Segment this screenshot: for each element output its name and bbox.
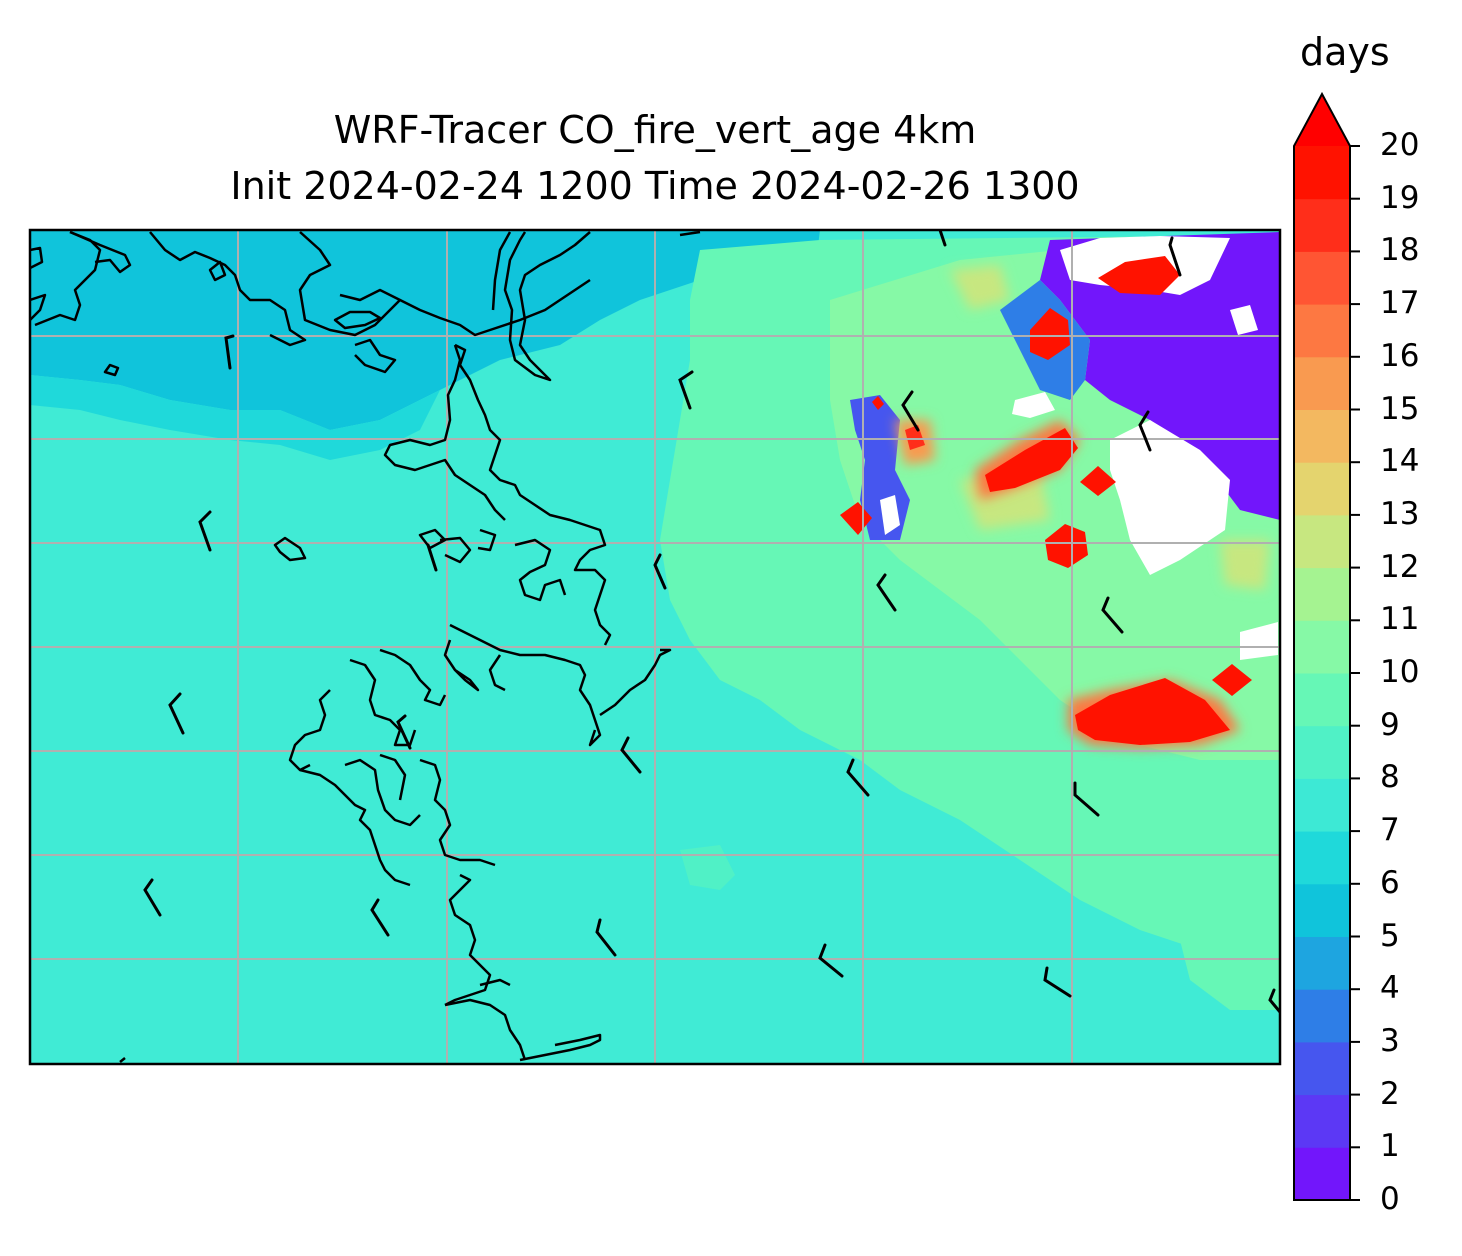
colorbar-tick-label: 17 — [1380, 285, 1420, 322]
fire-plume-mid — [1045, 524, 1088, 568]
field-green-south-patch2 — [1180, 930, 1280, 1010]
colorbar-segment — [1294, 1041, 1350, 1096]
map-title-line1: WRF-Tracer CO_fire_vert_age 4km — [333, 108, 977, 152]
field-yellow-patches — [950, 265, 1270, 590]
field-white-patch-4 — [1230, 305, 1258, 335]
colorbar-tick-label: 9 — [1380, 706, 1400, 743]
fire-plume-central — [985, 428, 1078, 492]
field-green-south-patch — [680, 845, 735, 890]
colorbar — [1293, 91, 1360, 1201]
colorbar-label: days — [1300, 30, 1390, 74]
field-white-patch-2 — [1110, 420, 1230, 575]
colorbar-segment — [1294, 936, 1350, 990]
colorbar-tick-label: 7 — [1380, 812, 1400, 849]
colorbar-segment — [1294, 251, 1350, 305]
colorbar-segment — [1294, 356, 1350, 410]
field-purple-northeast — [1040, 232, 1280, 520]
map-panel — [30, 230, 1280, 1064]
map-frame — [28, 228, 1282, 1066]
fire-plume-north — [1098, 256, 1180, 295]
colorbar-tick-label: 14 — [1380, 443, 1420, 480]
fire-plume-north-2 — [1030, 308, 1070, 360]
colorbar-segment — [1294, 725, 1350, 779]
colorbar-segment — [1294, 567, 1350, 621]
field-white-patch-6 — [1240, 622, 1278, 660]
colorbar-tick-label: 0 — [1380, 1181, 1400, 1217]
fire-plume-small-1 — [1080, 466, 1116, 496]
colorbar-segment — [1294, 1147, 1350, 1201]
colorbar-tick-label: 13 — [1380, 495, 1420, 532]
field-white-patch-3 — [1012, 392, 1055, 418]
fire-plume-small-3 — [1212, 664, 1252, 696]
colorbar-tick-label: 19 — [1380, 179, 1420, 216]
wind-barbs — [143, 230, 1280, 1014]
colorbar-outline — [1293, 91, 1351, 1201]
colorbar-segment — [1294, 883, 1350, 937]
colorbar-tick-label: 18 — [1380, 232, 1420, 269]
map-title-line2: Init 2024-02-24 1200 Time 2024-02-26 130… — [230, 164, 1080, 208]
colorbar-tick-label: 6 — [1380, 864, 1400, 901]
fire-plume-small-4 — [905, 425, 925, 450]
colorbar-segment — [1294, 620, 1350, 674]
colorbar-tick-label: 10 — [1380, 654, 1420, 690]
colorbar-tick-label: 12 — [1380, 548, 1420, 585]
field-white-patch-5 — [880, 495, 900, 535]
colorbar-tick-label: 1 — [1380, 1128, 1400, 1165]
field-cyan-north — [30, 230, 820, 430]
fire-plume-east-large — [1075, 678, 1230, 745]
colorbar-tick-label: 4 — [1380, 970, 1400, 1007]
colorbar-tick-label: 8 — [1380, 759, 1400, 796]
colorbar-segment — [1294, 778, 1350, 832]
coastlines — [30, 230, 701, 1063]
colorbar-tick-label: 16 — [1380, 337, 1420, 374]
colorbar-tick-label: 15 — [1380, 390, 1420, 427]
colorbar-segment — [1294, 514, 1350, 569]
colorbar-extend-arrow — [1294, 94, 1350, 146]
fire-plume-dot — [872, 396, 884, 410]
colorbar-segment — [1294, 146, 1350, 200]
colorbar-segment — [1294, 673, 1350, 727]
colorbar-segment — [1294, 304, 1350, 358]
colorbar-segment — [1294, 989, 1350, 1043]
colorbar-tick-label: 5 — [1380, 917, 1400, 954]
colorbar-tick-label: 3 — [1380, 1022, 1400, 1059]
colorbar-tick-label: 2 — [1380, 1075, 1400, 1112]
colorbar-segment — [1294, 409, 1350, 463]
colorbar-tick-label: 20 — [1380, 127, 1420, 163]
colorbar-segment — [1294, 198, 1350, 252]
colorbar-segment — [1294, 462, 1350, 516]
colorbar-segment — [1294, 831, 1350, 885]
colorbar-tick-label: 11 — [1380, 601, 1420, 638]
colorbar-segment — [1294, 1094, 1350, 1148]
gridlines — [30, 230, 1280, 1064]
